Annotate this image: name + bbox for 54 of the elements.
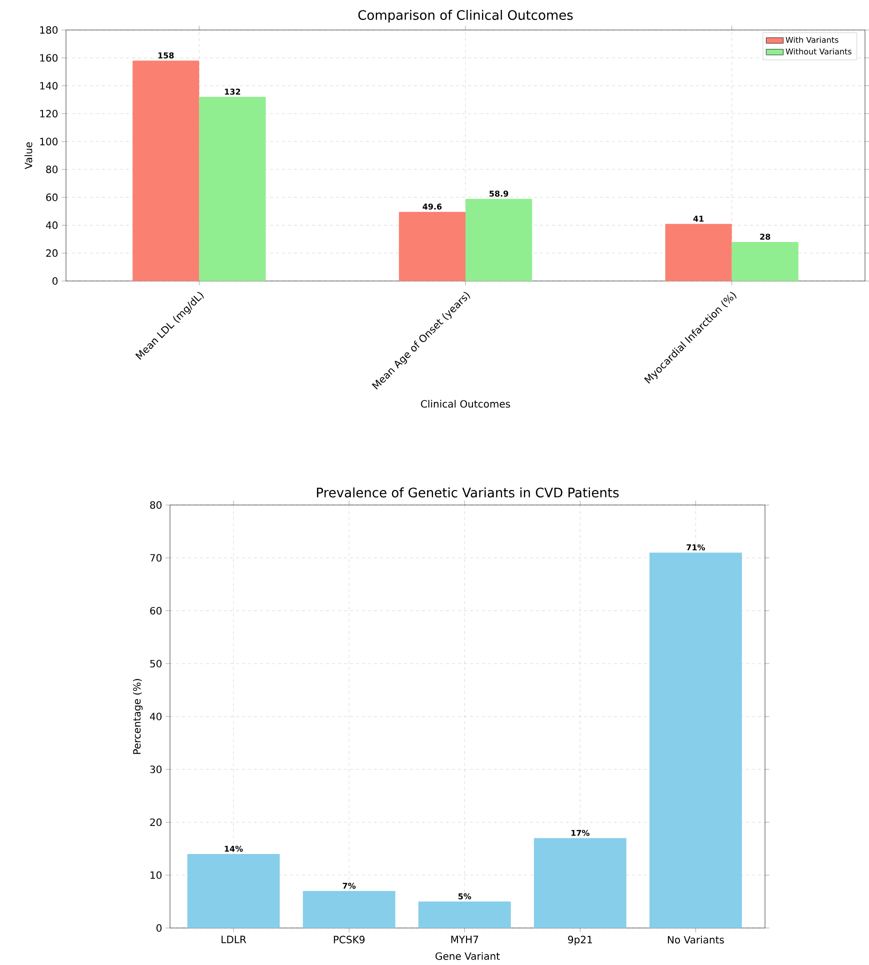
y-tick-label: 80 <box>150 501 162 509</box>
y-tick-label: 0 <box>156 924 162 932</box>
x-axis-title: Gene Variant <box>435 952 500 960</box>
x-tick-label: LDLR <box>221 936 246 944</box>
data-label: 17% <box>571 830 590 836</box>
y-axis-title: Value <box>24 142 32 170</box>
y-tick-label: 20 <box>150 818 162 826</box>
chart-title: Comparison of Clinical Outcomes <box>358 10 573 22</box>
y-axis-title: Percentage (%) <box>132 678 142 754</box>
y-tick-label: 30 <box>150 766 162 774</box>
data-label: 5% <box>458 893 471 900</box>
x-tick-label: No Variants <box>668 936 724 944</box>
y-tick-label: 60 <box>150 606 162 615</box>
data-label: 132 <box>224 88 240 95</box>
bar <box>187 854 280 928</box>
y-tick-label: 70 <box>150 554 162 562</box>
bar <box>418 902 511 928</box>
bar <box>534 838 626 928</box>
y-tick-label: 40 <box>46 221 58 229</box>
y-tick-label: 20 <box>46 249 58 257</box>
y-tick-label: 120 <box>40 110 58 118</box>
x-tick-label: 9p21 <box>568 936 592 946</box>
y-tick-label: 80 <box>46 166 58 174</box>
bar <box>132 60 199 281</box>
chart-title: Prevalence of Genetic Variants in CVD Patients <box>316 487 618 498</box>
y-tick-label: 50 <box>150 660 162 668</box>
x-axis-title: Clinical Outcomes <box>420 400 510 408</box>
legend-label: With Variants <box>786 36 838 43</box>
legend-label: Without Variants <box>786 48 852 54</box>
bar <box>302 890 396 928</box>
y-tick-label: 60 <box>46 194 58 202</box>
data-label: 58.9 <box>489 190 508 197</box>
data-label: 14% <box>224 846 243 852</box>
data-label: 49.6 <box>422 204 442 210</box>
x-tick-label: PCSK9 <box>334 936 364 944</box>
y-tick-label: 140 <box>40 82 58 90</box>
y-tick-label: 10 <box>150 871 162 879</box>
data-label: 7% <box>342 882 356 889</box>
bar <box>198 96 266 281</box>
y-tick-label: 180 <box>40 26 58 34</box>
bar <box>649 552 742 928</box>
y-tick-label: 0 <box>52 277 58 285</box>
x-tick-label: MYH7 <box>451 936 478 944</box>
data-label: 158 <box>158 52 174 58</box>
bar <box>465 198 532 281</box>
y-tick-label: 40 <box>150 712 162 720</box>
data-label: 28 <box>760 234 770 240</box>
y-tick-label: 160 <box>40 54 58 62</box>
bar <box>732 242 798 281</box>
data-label: 71% <box>686 544 705 550</box>
bar <box>398 212 466 281</box>
bar <box>665 224 732 281</box>
data-label: 41 <box>693 216 704 222</box>
y-tick-label: 100 <box>40 138 58 146</box>
